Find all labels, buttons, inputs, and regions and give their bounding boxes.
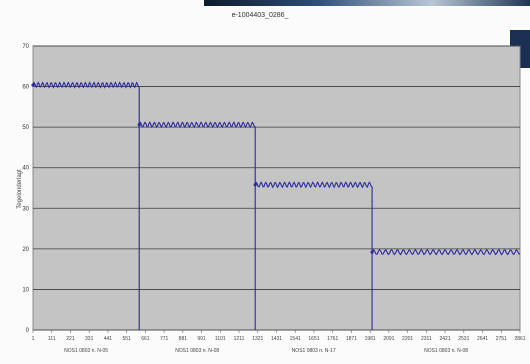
- x-tick-label: 2091: [383, 336, 394, 342]
- x-tick-label: 881: [179, 336, 188, 342]
- y-tick-label: 30: [22, 206, 29, 212]
- x-tick-label: 551: [122, 336, 131, 342]
- x-group-label: NOS1 0803 n. N-08: [175, 348, 219, 354]
- x-tick-label: 661: [141, 336, 150, 342]
- x-tick-label: 1981: [365, 336, 376, 342]
- x-tick-label: 2201: [402, 336, 413, 342]
- y-tick-label: 70: [22, 44, 29, 50]
- x-tick-label: 1541: [290, 336, 301, 342]
- x-group-label: NOS1 0803 n. N-05: [64, 348, 108, 354]
- x-tick-label: 1871: [346, 336, 357, 342]
- x-tick-label: 1651: [308, 336, 319, 342]
- plot-area: [32, 45, 521, 331]
- x-tick-label: 111: [48, 336, 56, 342]
- x-tick-label: 991: [197, 336, 206, 342]
- x-tick-label: 771: [160, 336, 169, 342]
- x-tick-label: 1101: [215, 336, 226, 342]
- x-tick-label: 2751: [496, 336, 507, 342]
- x-group-label: NOS1 0803 n. N-08: [424, 348, 468, 354]
- x-tick-label: 1321: [252, 336, 263, 342]
- x-tick-label: 331: [85, 336, 94, 342]
- series-point: [137, 123, 141, 127]
- x-group-label: NOS1 0803 n. N-17: [292, 348, 336, 354]
- background-photo-strip: [204, 0, 530, 6]
- series-point: [31, 83, 35, 87]
- y-tick-label: 50: [22, 125, 29, 131]
- x-tick-label: 2861: [514, 336, 525, 342]
- x-tick-label: 1761: [327, 336, 338, 342]
- y-tick-label: 20: [22, 247, 29, 253]
- y-tick-label: 40: [22, 166, 29, 172]
- x-tick-label: 2641: [477, 336, 488, 342]
- x-tick-label: 2531: [458, 336, 469, 342]
- x-tick-label: 2421: [440, 336, 451, 342]
- x-tick-label: 2311: [421, 336, 432, 342]
- x-tick-label: 1: [32, 336, 35, 342]
- y-tick-label: 60: [22, 85, 29, 91]
- chart-title: e-1004403_0286_: [231, 12, 289, 19]
- x-tick-label: 1431: [271, 336, 282, 342]
- series-point: [253, 183, 257, 187]
- series-point: [370, 250, 374, 254]
- y-tick-label: 10: [22, 287, 29, 293]
- x-tick-label: 441: [104, 336, 113, 342]
- series-line: [32, 81, 521, 330]
- y-tick-label: 0: [26, 328, 30, 334]
- x-tick-label: 221: [66, 336, 75, 342]
- x-tick-label: 1211: [234, 336, 245, 342]
